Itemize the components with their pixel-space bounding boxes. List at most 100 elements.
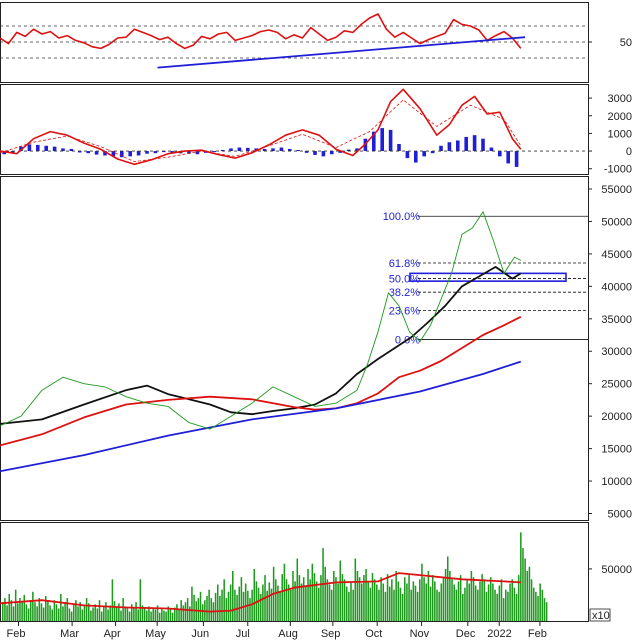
volume-bar-253 <box>545 602 548 621</box>
macd-histogram-bar-39 <box>330 151 334 155</box>
volume-bar-220 <box>474 585 477 621</box>
volume-bar-35 <box>77 606 79 621</box>
volume-bar-16 <box>36 606 38 621</box>
rsi-tick-label-0: 50 <box>620 37 632 49</box>
volume-bar-141 <box>305 586 307 621</box>
rsi-panel-frame <box>0 2 589 83</box>
volume-bar-241 <box>520 532 522 621</box>
macd-histogram-bar-33 <box>279 147 284 152</box>
volume-bar-170 <box>367 581 369 621</box>
volume-bar-39 <box>85 598 88 621</box>
volume-bar-13 <box>29 600 32 621</box>
volume-bar-145 <box>313 573 316 621</box>
macd-histogram-bar-5 <box>44 145 48 152</box>
volume-bar-120 <box>259 593 262 621</box>
macd-panel-frame <box>0 84 589 175</box>
volume-bar-214 <box>462 593 464 621</box>
macd-histogram-bar-38 <box>321 151 326 157</box>
macd-tick-label-4: -1000 <box>604 164 632 176</box>
x-tick-label-2: Apr <box>104 628 121 640</box>
volume-bar-46 <box>100 611 103 621</box>
volume-bar-36 <box>79 602 81 621</box>
volume-bar-95 <box>206 596 208 621</box>
macd-histogram-bar-48 <box>405 151 410 159</box>
volume-bar-222 <box>479 581 481 621</box>
macd-series-1 <box>0 99 522 163</box>
volume-bar-96 <box>208 589 210 621</box>
volume-bar-121 <box>262 584 264 621</box>
volume-bar-185 <box>399 587 402 621</box>
macd-histogram-bar-14 <box>120 151 124 158</box>
volume-bar-183 <box>395 571 397 621</box>
fib-label-2: 50.0% <box>389 274 420 286</box>
volume-bar-163 <box>352 589 354 621</box>
macd-histogram-bar-61 <box>514 151 519 167</box>
volume-bar-237 <box>511 579 514 621</box>
volume-bar-75 <box>163 610 165 621</box>
volume-bar-144 <box>311 563 314 621</box>
macd-histogram-bar-37 <box>313 151 317 155</box>
volume-bar-133 <box>287 584 290 621</box>
macd-histogram-bar-52 <box>439 145 443 152</box>
macd-tick-label-2: 1000 <box>608 128 632 140</box>
macd-histogram-bar-11 <box>94 151 99 155</box>
volume-bar-216 <box>466 579 468 621</box>
volume-bar-28 <box>62 606 64 621</box>
x-tick-label-6: Aug <box>278 628 298 640</box>
x-tick-label-1: Mar <box>60 628 79 640</box>
macd-histogram-bar-44 <box>372 131 376 152</box>
volume-bar-19 <box>42 607 45 621</box>
volume-bar-243 <box>524 558 526 621</box>
volume-bar-211 <box>455 589 458 621</box>
macd-histogram-bar-31 <box>262 148 267 152</box>
volume-bar-57 <box>124 606 127 621</box>
macd-histogram-bar-8 <box>69 148 74 152</box>
macd-histogram-bar-12 <box>103 151 107 156</box>
volume-bar-30 <box>66 598 69 621</box>
volume-bar-189 <box>408 575 410 621</box>
volume-bar-17 <box>38 598 41 621</box>
price-tick-label-7: 20000 <box>601 411 632 423</box>
macd-histogram-bar-27 <box>229 148 233 152</box>
volume-bar-152 <box>328 584 331 621</box>
volume-bar-193 <box>416 591 419 621</box>
volume-bar-74 <box>161 608 163 621</box>
macd-histogram-bar-46 <box>388 129 393 152</box>
volume-bar-242 <box>522 548 524 621</box>
volume-bar-125 <box>270 588 273 621</box>
volume-bar-73 <box>158 612 161 621</box>
volume-bar-14 <box>32 591 34 621</box>
macd-tick-label-0: 3000 <box>608 93 632 105</box>
macd-histogram-bar-18 <box>153 151 158 154</box>
volume-bar-5 <box>12 606 15 621</box>
price-tick-label-1: 50000 <box>601 216 632 228</box>
volume-bar-62 <box>135 602 137 621</box>
volume-bar-188 <box>406 583 408 621</box>
volume-bar-11 <box>25 604 28 621</box>
macd-histogram-bar-4 <box>36 144 40 152</box>
volume-bar-1 <box>4 598 6 621</box>
volume-bar-100 <box>216 584 219 621</box>
volume-bar-6 <box>14 589 17 621</box>
volume-bar-206 <box>444 568 447 621</box>
volume-bar-88 <box>191 586 193 621</box>
volume-bar-182 <box>393 589 395 621</box>
price-tick-label-4: 35000 <box>601 314 632 326</box>
price-series-1 <box>0 315 522 447</box>
volume-bar-3 <box>8 593 10 621</box>
volume-bar-85 <box>184 602 187 621</box>
macd-histogram-bar-58 <box>489 147 494 152</box>
price-tick-label-6: 25000 <box>601 379 632 391</box>
volume-bar-52 <box>113 601 116 621</box>
volume-bar-134 <box>290 589 292 621</box>
volume-bar-83 <box>180 600 182 621</box>
volume-bar-140 <box>302 577 305 621</box>
volume-bar-142 <box>307 568 309 621</box>
volume-bar-24 <box>53 600 56 621</box>
volume-bar-151 <box>326 579 329 621</box>
volume-bar-69 <box>150 611 152 621</box>
volume-bar-68 <box>148 606 150 621</box>
macd-histogram-bar-29 <box>246 147 250 152</box>
volume-bar-99 <box>214 592 217 621</box>
volume-bar-247 <box>532 587 535 621</box>
